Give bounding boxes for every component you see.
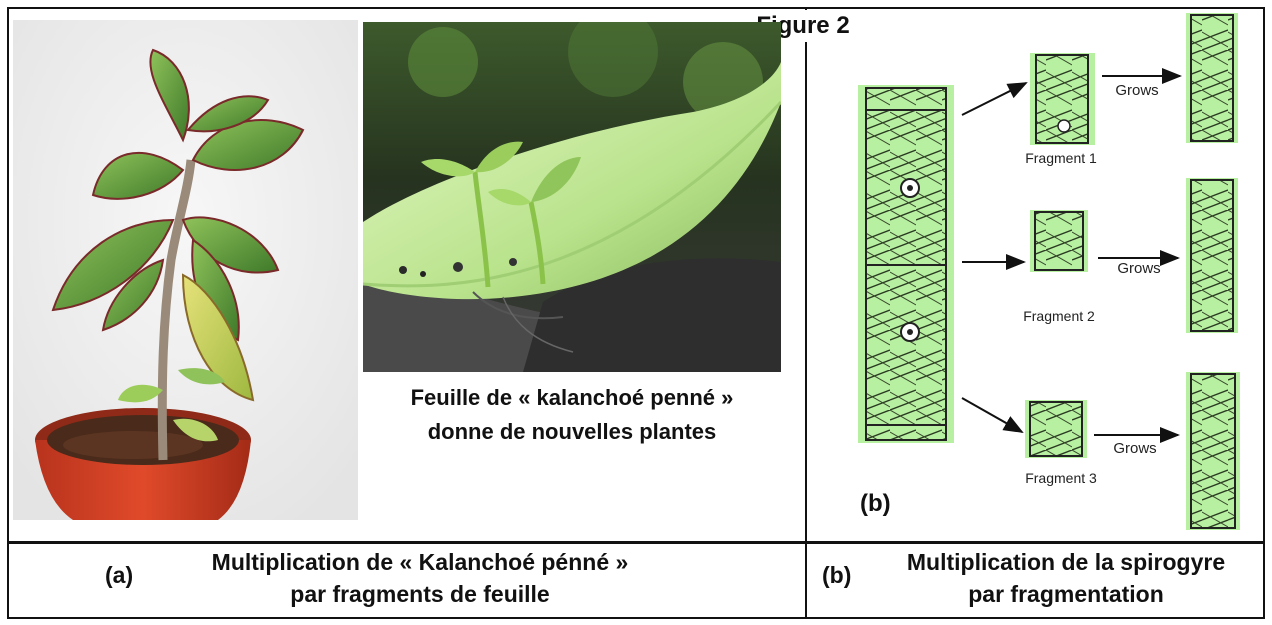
spirogyra-diagram [812,10,1264,535]
panel-b-inner-label: (b) [860,490,891,517]
leaf-caption-line2: donne de nouvelles plantes [427,419,717,444]
panel-divider [805,7,807,619]
panel-a-footer: Multiplication de « Kalanchoé pénné » pa… [150,546,690,610]
grows-label-1: Grows [1115,82,1159,99]
panel-b-label: (b) [822,562,852,588]
panel-a-footer-line2: par fragments de feuille [290,581,550,607]
leaf-caption-line1: Feuille de « kalanchoé penné » [410,385,734,410]
leaf-plantlets-photo [363,22,781,372]
panel-a-label: (a) [105,562,134,588]
grows-label-2: Grows [1117,260,1161,277]
grows-label-3: Grows [1113,440,1157,457]
panel-b-footer: Multiplication de la spirogyre par fragm… [866,546,1266,610]
footer-divider [7,541,1265,544]
panel-b-footer-line1: Multiplication de la spirogyre [906,549,1226,575]
fragment-3-label: Fragment 3 [1025,470,1097,486]
kalanchoe-plant-photo [13,20,358,520]
fragment-1-label: Fragment 1 [1025,150,1097,166]
fragment-2-label: Fragment 2 [1023,308,1095,324]
leaf-caption: Feuille de « kalanchoé penné » donne de … [362,381,782,449]
panel-b-footer-line2: par fragmentation [968,581,1164,607]
panel-a-footer-line1: Multiplication de « Kalanchoé pénné » [211,549,629,575]
figure-frame [7,7,1265,619]
main-filament [858,85,954,443]
